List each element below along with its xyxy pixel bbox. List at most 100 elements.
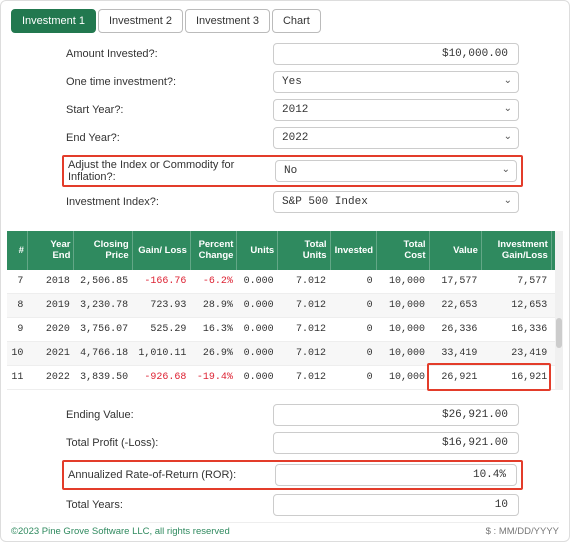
cell-u: 0.000 [237, 270, 278, 294]
cell-v: 33,419 [429, 341, 481, 365]
cell-u: 0.000 [237, 341, 278, 365]
index-select[interactable]: S&P 500 Index⌄ [273, 191, 519, 213]
date-format-indicator: $ : MM/DD/YYYY [486, 526, 559, 537]
total-years-label: Total Years: [66, 499, 261, 511]
cell-ye: 2021 [27, 341, 74, 365]
cell-tu: 7.012 [278, 365, 330, 389]
cell-iv: 0 [330, 293, 377, 317]
cell-igl: 12,653 [481, 293, 551, 317]
scrollbar-thumb[interactable] [556, 318, 562, 348]
table-header: # Year End Closing Price Gain/ Loss Perc… [7, 231, 563, 270]
cell-tc: 10,000 [377, 341, 429, 365]
end-year-select[interactable]: 2022 ⌄ [273, 127, 519, 149]
th-total-cost: Total Cost [377, 231, 429, 270]
table-scrollbar[interactable] [555, 231, 563, 390]
tab-bar: Investment 1 Investment 2 Investment 3 C… [11, 9, 559, 33]
th-value: Value [429, 231, 481, 270]
chevron-down-icon: ⌄ [504, 192, 512, 212]
total-years-output: 10 [273, 494, 519, 516]
th-percent-change: Percent Change [190, 231, 237, 270]
cell-gl: -926.68 [132, 365, 190, 389]
cell-iv: 0 [330, 317, 377, 341]
table-body: 720182,506.85-166.76-6.2%0.0007.012010,0… [7, 270, 563, 390]
th-total-units: Total Units [278, 231, 330, 270]
cell-gl: 1,010.11 [132, 341, 190, 365]
cell-pc: -19.4% [190, 365, 237, 389]
chevron-down-icon: ⌄ [504, 128, 512, 148]
cell-igl: 23,419 [481, 341, 551, 365]
start-year-label: Start Year?: [66, 104, 261, 116]
cell-cp: 3,839.50 [74, 365, 132, 389]
cell-tc: 10,000 [377, 270, 429, 294]
total-profit-output: $16,921.00 [273, 432, 519, 454]
tab-investment-1[interactable]: Investment 1 [11, 9, 96, 33]
start-year-select[interactable]: 2012 ⌄ [273, 99, 519, 121]
chevron-down-icon: ⌄ [504, 100, 512, 120]
results-table: # Year End Closing Price Gain/ Loss Perc… [7, 231, 563, 390]
tab-investment-2[interactable]: Investment 2 [98, 9, 183, 33]
cell-gl: -166.76 [132, 270, 190, 294]
start-year-value: 2012 [282, 104, 308, 116]
cell-pc: 26.9% [190, 341, 237, 365]
cell-ye: 2019 [27, 293, 74, 317]
cell-v: 26,921 [429, 365, 481, 389]
cell-pc: 16.3% [190, 317, 237, 341]
cell-iv: 0 [330, 341, 377, 365]
results-table-wrap: # Year End Closing Price Gain/ Loss Perc… [7, 231, 563, 390]
input-form: Amount Invested?: $10,000.00 One time in… [11, 43, 559, 227]
cell-igl: 7,577 [481, 270, 551, 294]
cell-v: 17,577 [429, 270, 481, 294]
cell-tu: 7.012 [278, 270, 330, 294]
ror-output: 10.4% [275, 464, 517, 486]
cell-pc: -6.2% [190, 270, 237, 294]
th-units: Units [237, 231, 278, 270]
cell-cp: 3,230.78 [74, 293, 132, 317]
copyright: ©2023 Pine Grove Software LLC, all right… [11, 526, 230, 537]
ror-label: Annualized Rate-of-Return (ROR): [68, 469, 263, 481]
cell-n: 9 [7, 317, 27, 341]
inflation-select[interactable]: No⌄ [275, 160, 517, 182]
cell-n: 11 [7, 365, 27, 389]
cell-cp: 3,756.07 [74, 317, 132, 341]
cell-n: 10 [7, 341, 27, 365]
cell-tc: 10,000 [377, 317, 429, 341]
th-invested: Invested [330, 231, 377, 270]
cell-igl: 16,921 [481, 365, 551, 389]
chevron-down-icon: ⌄ [502, 161, 510, 181]
inflation-label: Adjust the Index or Commodity for Inflat… [68, 159, 263, 183]
inflation-highlight: Adjust the Index or Commodity for Inflat… [62, 155, 523, 187]
summary-area: Ending Value: $26,921.00 Total Profit (-… [11, 398, 559, 516]
table-row: 720182,506.85-166.76-6.2%0.0007.012010,0… [7, 270, 563, 294]
cell-pc: 28.9% [190, 293, 237, 317]
ending-value-label: Ending Value: [66, 409, 261, 421]
cell-u: 0.000 [237, 293, 278, 317]
cell-n: 7 [7, 270, 27, 294]
end-year-value: 2022 [282, 132, 308, 144]
ror-highlight: Annualized Rate-of-Return (ROR): 10.4% [62, 460, 523, 490]
cell-ye: 2018 [27, 270, 74, 294]
cell-v: 22,653 [429, 293, 481, 317]
chevron-down-icon: ⌄ [504, 72, 512, 92]
cell-v: 26,336 [429, 317, 481, 341]
total-profit-label: Total Profit (-Loss): [66, 437, 261, 449]
cell-cp: 4,766.18 [74, 341, 132, 365]
onetime-select[interactable]: Yes ⌄ [273, 71, 519, 93]
cell-iv: 0 [330, 270, 377, 294]
table-row: 1120223,839.50-926.68-19.4%0.0007.012010… [7, 365, 563, 389]
onetime-value: Yes [282, 76, 302, 88]
th-year-end: Year End [27, 231, 74, 270]
cell-cp: 2,506.85 [74, 270, 132, 294]
cell-igl: 16,336 [481, 317, 551, 341]
amount-label: Amount Invested?: [66, 48, 261, 60]
cell-tc: 10,000 [377, 365, 429, 389]
tab-chart[interactable]: Chart [272, 9, 321, 33]
cell-tu: 7.012 [278, 341, 330, 365]
tab-investment-3[interactable]: Investment 3 [185, 9, 270, 33]
onetime-label: One time investment?: [66, 76, 261, 88]
cell-n: 8 [7, 293, 27, 317]
footer: ©2023 Pine Grove Software LLC, all right… [11, 522, 559, 537]
cell-gl: 525.29 [132, 317, 190, 341]
amount-input[interactable]: $10,000.00 [273, 43, 519, 65]
cell-ye: 2022 [27, 365, 74, 389]
cell-u: 0.000 [237, 317, 278, 341]
